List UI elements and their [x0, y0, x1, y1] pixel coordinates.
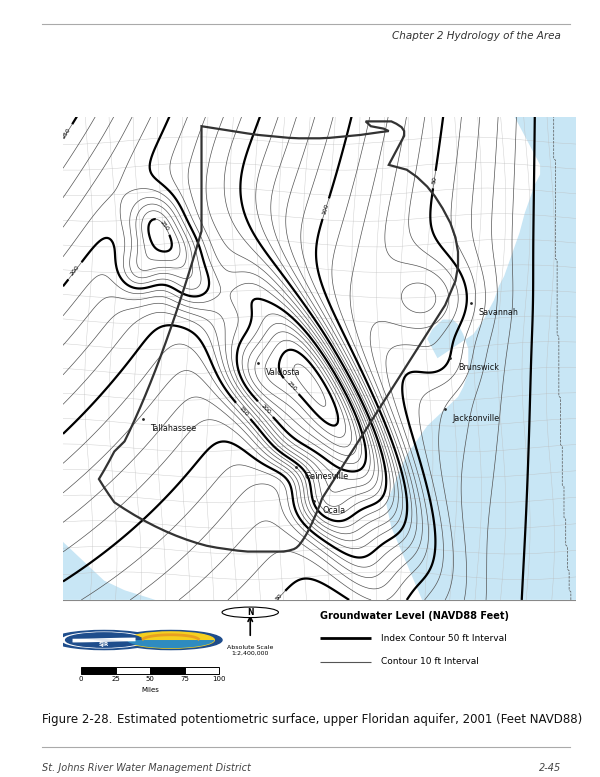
Text: 250: 250 — [286, 380, 297, 392]
Text: St. Johns River Water Management District: St. Johns River Water Management Distric… — [42, 763, 251, 773]
Text: SJR: SJR — [99, 643, 109, 647]
Text: 75: 75 — [181, 676, 189, 682]
Bar — [81, 667, 116, 674]
Text: 250: 250 — [61, 127, 71, 140]
Bar — [185, 667, 220, 674]
Circle shape — [119, 630, 222, 650]
Circle shape — [222, 607, 278, 618]
Bar — [116, 667, 150, 674]
Polygon shape — [63, 117, 576, 600]
Text: Gainesville: Gainesville — [304, 472, 348, 481]
Circle shape — [127, 632, 214, 648]
Circle shape — [53, 630, 155, 650]
Circle shape — [65, 632, 143, 647]
Text: 150: 150 — [238, 405, 249, 417]
Text: Figure 2-28.: Figure 2-28. — [42, 713, 112, 726]
Text: Savannah: Savannah — [479, 308, 518, 317]
Text: Tallahassee: Tallahassee — [150, 423, 196, 433]
Text: 25: 25 — [111, 676, 120, 682]
Text: Index Contour 50 ft Interval: Index Contour 50 ft Interval — [381, 633, 507, 643]
Text: 100: 100 — [322, 202, 330, 215]
Text: 50: 50 — [275, 593, 284, 602]
Text: 50: 50 — [431, 176, 437, 184]
Text: 50: 50 — [146, 676, 155, 682]
Text: 2-45: 2-45 — [539, 763, 561, 773]
Text: Valdosta: Valdosta — [266, 368, 300, 377]
Text: 200: 200 — [260, 403, 271, 415]
Text: Groundwater Level (NAVD88 Feet): Groundwater Level (NAVD88 Feet) — [320, 611, 509, 622]
Text: Estimated potentiometric surface, upper Floridan aquifer, 2001 (Feet NAVD88): Estimated potentiometric surface, upper … — [117, 713, 582, 726]
Text: Jacksonville: Jacksonville — [453, 414, 500, 423]
Polygon shape — [127, 640, 214, 648]
Text: Miles: Miles — [141, 687, 159, 693]
Text: 0: 0 — [79, 676, 83, 682]
Bar — [150, 667, 185, 674]
Text: Brunswick: Brunswick — [458, 364, 499, 372]
Text: Absolute Scale
1:2,400,000: Absolute Scale 1:2,400,000 — [227, 645, 274, 656]
Text: 100: 100 — [213, 676, 226, 682]
Circle shape — [62, 632, 146, 648]
Text: Chapter 2 Hydrology of the Area: Chapter 2 Hydrology of the Area — [392, 30, 561, 40]
Text: 250: 250 — [158, 219, 170, 232]
Text: N: N — [247, 608, 253, 617]
Polygon shape — [63, 542, 155, 600]
Polygon shape — [386, 117, 576, 600]
Text: 200: 200 — [70, 265, 80, 277]
Text: Ocala: Ocala — [322, 506, 345, 515]
Text: Contour 10 ft Interval: Contour 10 ft Interval — [381, 657, 479, 667]
